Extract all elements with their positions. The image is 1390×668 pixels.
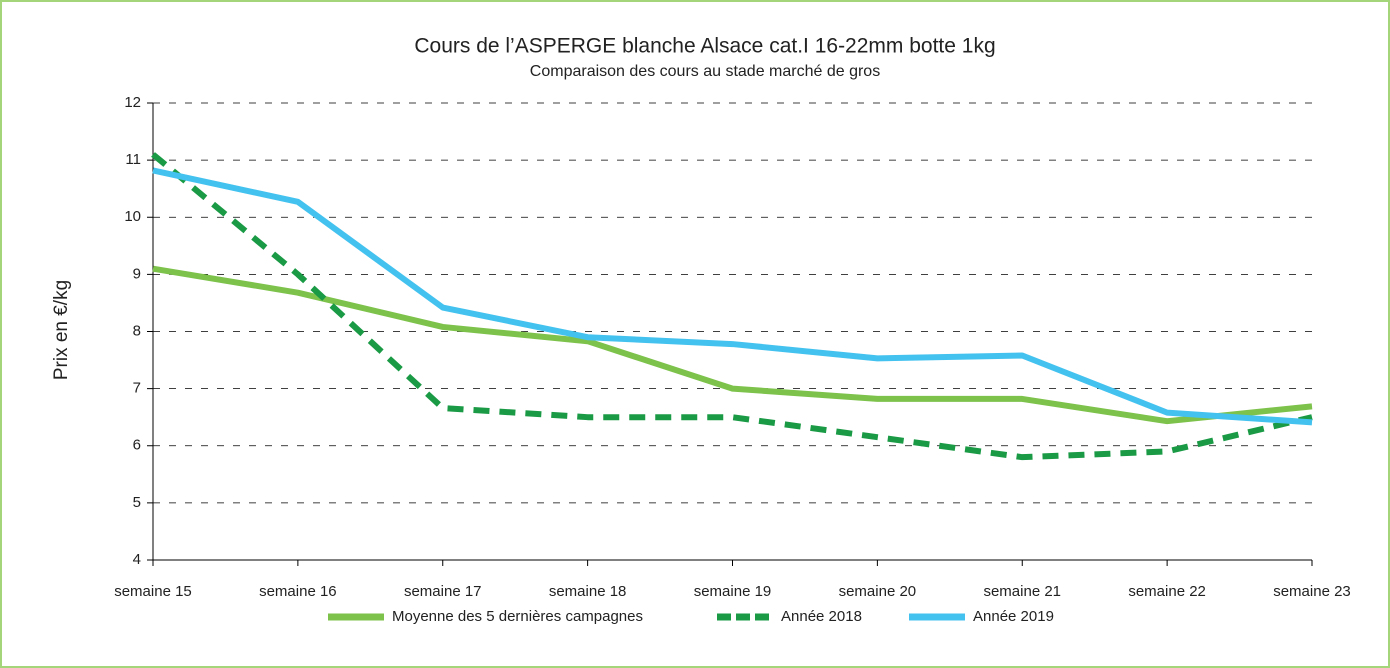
series-line [152,167,1313,426]
x-tick-label: semaine 15 [114,583,192,600]
y-tick-label: 11 [125,151,141,168]
x-tick-label: semaine 18 [549,583,627,600]
series-line [152,265,1313,425]
x-tick-label: semaine 16 [259,583,337,600]
y-axis-label: Prix en €/kg [51,280,72,380]
x-tick-label: semaine 20 [839,583,917,600]
y-tick-label: 4 [133,551,141,568]
y-tick-label: 7 [133,380,141,397]
chart-subtitle: Comparaison des cours au stade marché de… [530,63,880,80]
y-tick-label: 9 [133,265,141,282]
y-tick-label: 8 [133,322,141,339]
y-tick-label: 6 [133,437,141,454]
x-tick-label: semaine 22 [1128,583,1206,600]
legend-label: Année 2018 [781,608,862,625]
y-tick-label: 10 [124,208,141,225]
x-tick-label: semaine 17 [404,583,482,600]
x-tick-label: semaine 19 [694,583,772,600]
chart-title: Cours de l’ASPERGE blanche Alsace cat.I … [414,35,995,58]
x-tick-label: semaine 21 [983,583,1061,600]
y-tick-label: 5 [133,494,141,511]
legend-label: Année 2019 [973,608,1054,625]
legend-label: Moyenne des 5 dernières campagnes [392,608,643,625]
x-tick-label: semaine 23 [1273,583,1351,600]
y-tick-label: 12 [124,94,141,111]
